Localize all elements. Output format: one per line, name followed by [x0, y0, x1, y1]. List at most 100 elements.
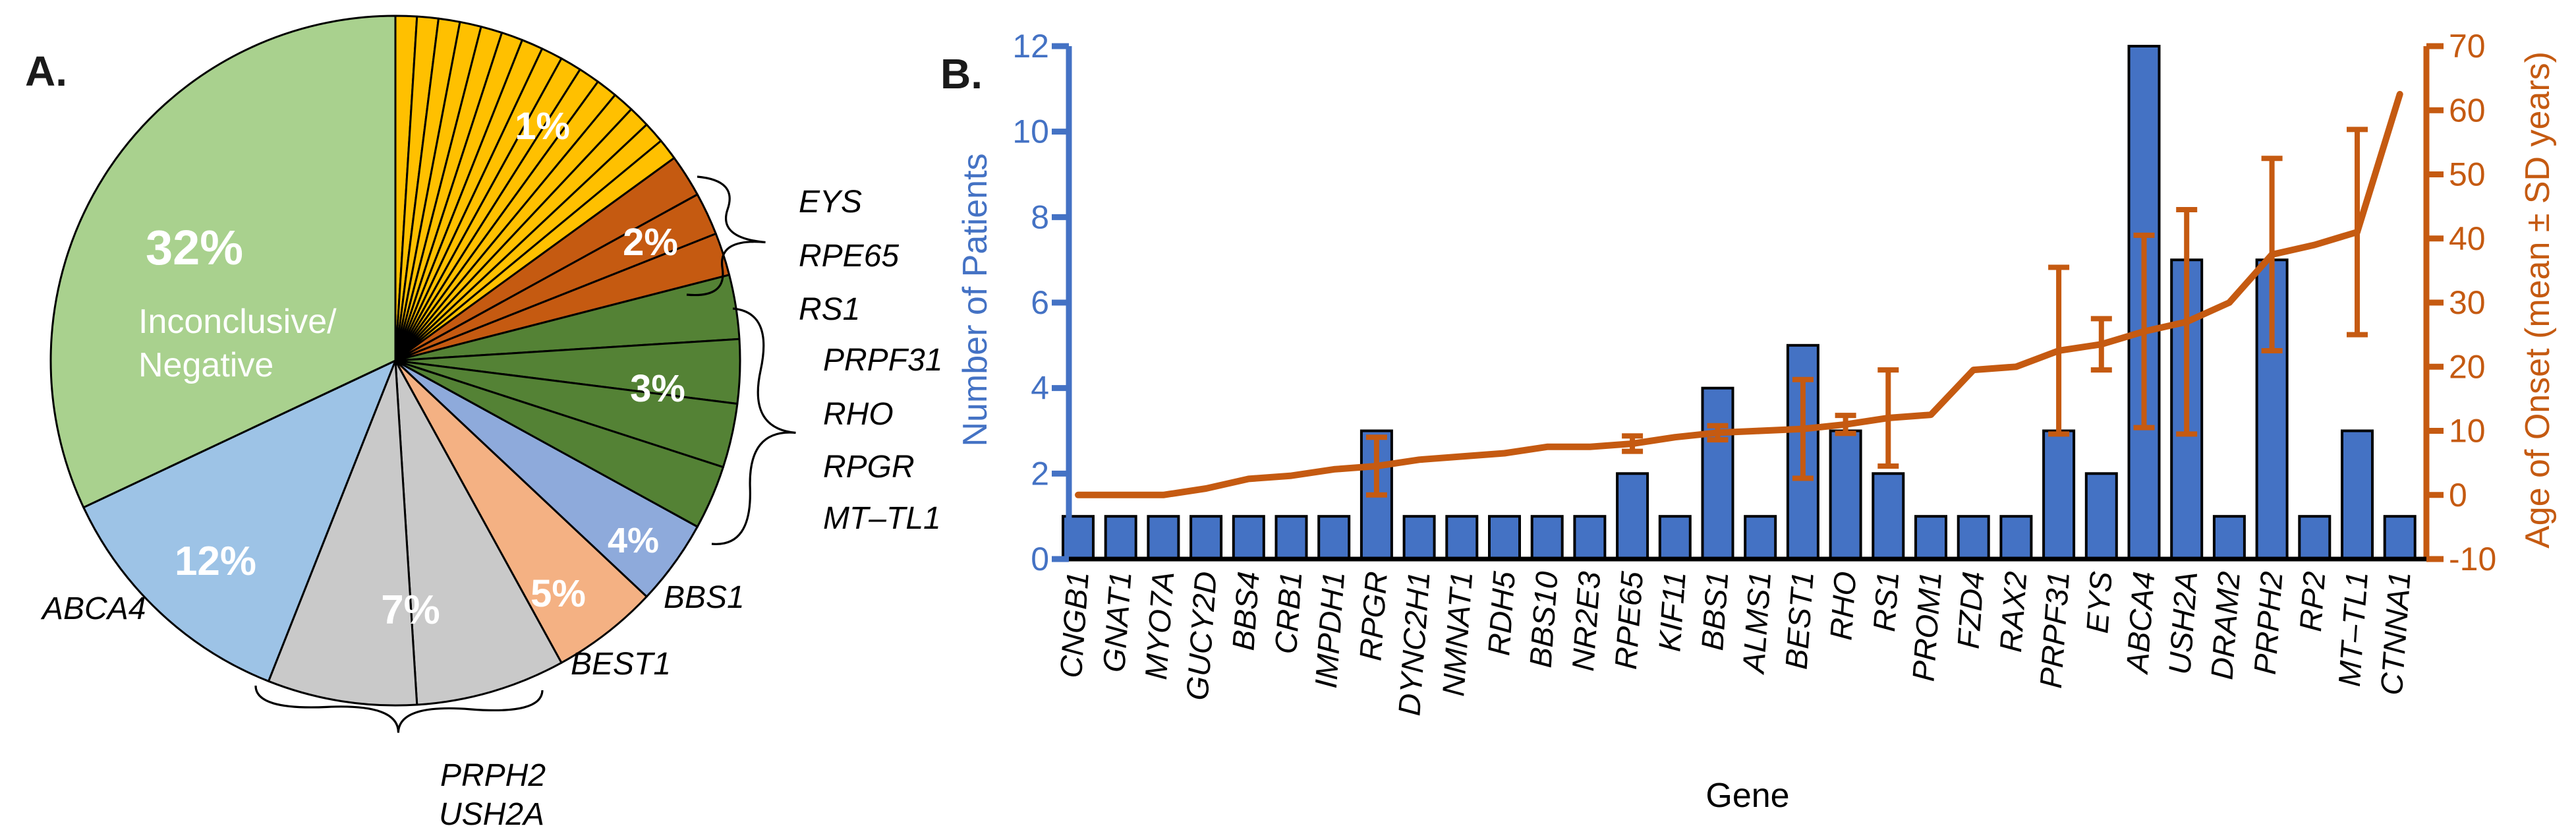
- gene-tick-label: GUCY2D: [1180, 570, 1224, 701]
- error-bars: [1365, 127, 2368, 498]
- right-axis-tick-label: 10: [2449, 413, 2486, 450]
- bar: [1104, 515, 1137, 561]
- pie-callout-label: EYS: [799, 185, 862, 220]
- bar-series: [1062, 45, 2417, 561]
- bracket-prph2-ush2a: [254, 685, 544, 733]
- panel-b-label: B.: [940, 50, 983, 98]
- left-axis-title: Number of Patients: [956, 153, 994, 446]
- gene-tick-label: DRAM2: [2204, 570, 2247, 681]
- pie-percent-label: 2%: [623, 221, 678, 264]
- gene-tick-label: RS1: [1866, 570, 1905, 633]
- pie-callout-label: USH2A: [439, 797, 544, 830]
- bar: [1914, 515, 1947, 561]
- bar: [1189, 515, 1223, 561]
- gene-tick-label: RAX2: [1993, 570, 2033, 653]
- gene-tick-label: EYS: [2079, 570, 2118, 635]
- pie-callout-label: MT–TL1: [823, 501, 941, 536]
- gene-tick-label: RPGR: [1353, 570, 1394, 662]
- bar: [1829, 429, 1862, 560]
- bar: [2298, 515, 2332, 561]
- bar: [1274, 515, 1308, 561]
- left-axis-tick-label: 0: [1031, 541, 1049, 578]
- right-axis-tick-label: -10: [2449, 541, 2496, 578]
- left-axis-tick-label: 2: [1031, 455, 1049, 492]
- bar: [1147, 515, 1180, 561]
- gene-tick-label: KIF11: [1651, 570, 1692, 653]
- pie-percent-label: 7%: [381, 587, 440, 633]
- bar: [1402, 515, 1436, 561]
- gene-tick-label: MT–TL1: [2332, 570, 2374, 688]
- pie-chart: 1% 2% 3% 4% 5% 7% 12% 32% Inconclusive/ Negativ…: [40, 15, 942, 830]
- onset-line: [1075, 90, 2403, 498]
- gene-tick-label: BBS1: [1694, 570, 1734, 652]
- onset-line-series: [1075, 90, 2403, 498]
- gene-tick-label: BEST1: [1779, 570, 1820, 670]
- gene-tick-label: RP2: [2293, 570, 2332, 633]
- x-axis-title: Gene: [1705, 777, 1789, 815]
- right-axis-tick-label: 60: [2449, 92, 2486, 129]
- pie-slice: [394, 359, 648, 664]
- bar: [2042, 429, 2076, 560]
- left-axis-tick-label: 12: [1012, 28, 1049, 65]
- bar: [1744, 515, 1777, 561]
- gene-tick-label: ABCA4: [2119, 570, 2161, 676]
- pie-slices: [49, 15, 741, 707]
- pie-slice: [82, 359, 397, 682]
- pie-inconclusive-label-line1: Inconclusive/: [138, 303, 337, 341]
- bar: [2212, 515, 2246, 561]
- gene-tick-label: FZD4: [1951, 570, 1991, 650]
- pie-callout-label: RPGR: [823, 450, 915, 485]
- pie-percent-label: 4%: [608, 521, 659, 560]
- pie-callout-label: PRPF31: [823, 343, 942, 378]
- gene-tick-label: MYO7A: [1138, 570, 1180, 681]
- right-axis-tick-label: 50: [2449, 156, 2486, 193]
- gene-tick-label: NR2E3: [1565, 570, 1607, 672]
- left-axis-tick-label: 6: [1031, 284, 1049, 321]
- gene-tick-label: GNAT1: [1096, 570, 1138, 674]
- gene-tick-label: PRPH2: [2247, 570, 2289, 676]
- pie-percent-label: 1%: [515, 105, 570, 148]
- right-axis-tick-label: 0: [2449, 477, 2467, 514]
- pie-callout-label: PRPH2: [440, 758, 546, 793]
- bracket-prpf31-group: [711, 307, 796, 545]
- gene-tick-label: ALMS1: [1735, 570, 1777, 676]
- bar: [1317, 515, 1351, 561]
- right-axis-tick-label: 20: [2449, 348, 2486, 385]
- pie-callout-label: BEST1: [571, 647, 671, 682]
- gene-tick-label: PRPF31: [2033, 570, 2076, 690]
- right-axis-tick-label: 30: [2449, 284, 2486, 321]
- pie-percent-label: 32%: [146, 220, 243, 275]
- left-axis-tick-label: 10: [1012, 113, 1049, 150]
- gene-tick-label: PROM1: [1905, 570, 1948, 682]
- gene-tick-label: RPE65: [1608, 570, 1649, 670]
- bar: [2084, 472, 2118, 560]
- gene-tick-label: CNGB1: [1053, 570, 1095, 679]
- gene-tick-label: CRB1: [1268, 570, 1309, 655]
- bar: [1488, 515, 1521, 561]
- bracket-eys-group: [686, 175, 766, 297]
- gene-tick-label: NMNAT1: [1435, 570, 1479, 697]
- bar: [1999, 515, 2033, 561]
- right-axis-title: Age of Onset (mean ± SD years): [2519, 51, 2557, 548]
- bar: [1701, 386, 1734, 560]
- pie-callout-labels: EYS RPE65 RS1 PRPF31 RHO RPGR MT–TL1 BBS1 BEST1 A…: [40, 185, 942, 830]
- gene-tick-label: RHO: [1823, 570, 1862, 641]
- bar: [2383, 515, 2417, 561]
- pie-callout-label: RPE65: [799, 239, 899, 274]
- pie-percent-label: 12%: [175, 539, 256, 584]
- pie-slice: [49, 15, 397, 509]
- bar: [1872, 472, 1905, 560]
- panel-a-label: A.: [25, 47, 67, 95]
- gene-tick-label: USH2A: [2161, 570, 2204, 676]
- pie-callout-label: RS1: [799, 292, 860, 327]
- pie-callout-label: ABCA4: [40, 591, 146, 626]
- pie-slice: [268, 359, 418, 707]
- gene-tick-label: RDH5: [1481, 570, 1522, 657]
- bar: [1232, 515, 1265, 561]
- bar: [1957, 515, 1990, 561]
- bar: [1573, 515, 1607, 561]
- bar: [2341, 429, 2374, 560]
- pie-percent-label: 5%: [530, 572, 586, 615]
